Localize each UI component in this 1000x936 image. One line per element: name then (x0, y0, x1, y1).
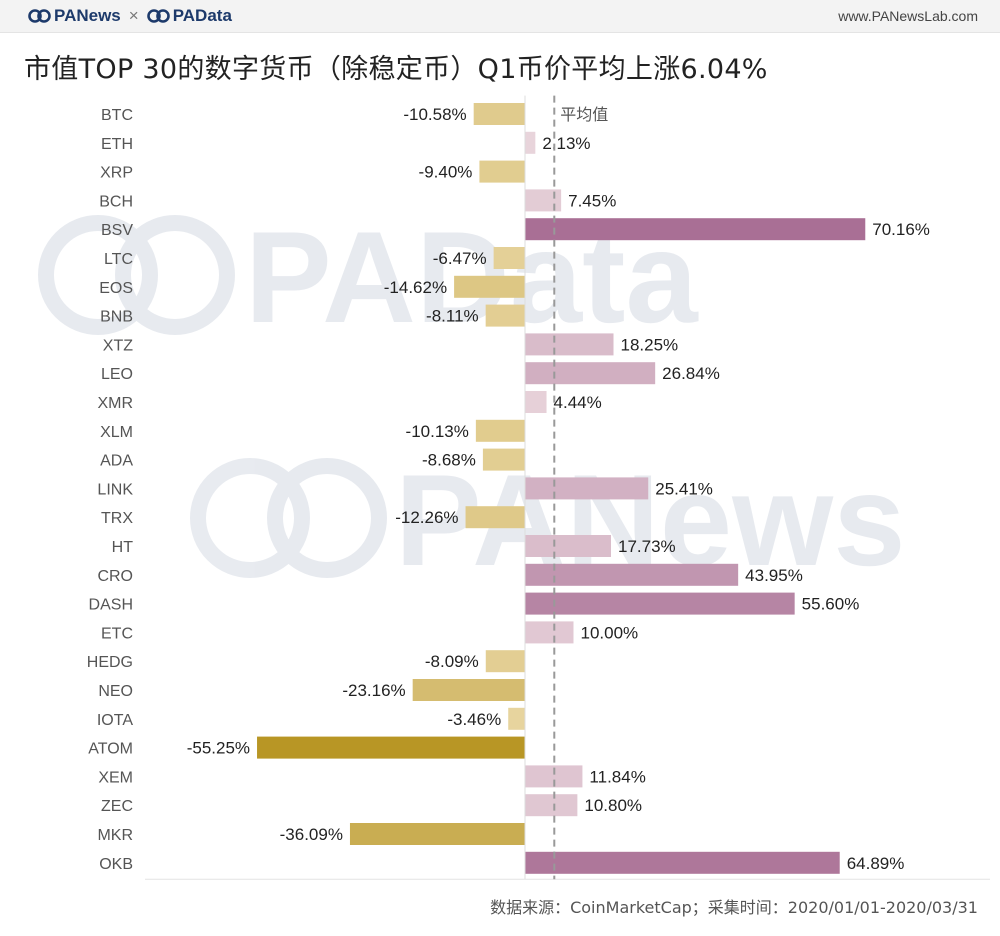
bar-neo (412, 679, 525, 701)
category-label-atom: ATOM (88, 741, 133, 758)
value-label-iota: -3.46% (447, 710, 501, 729)
category-label-dash: DASH (89, 597, 133, 614)
value-label-okb: 64.89% (847, 854, 905, 873)
bar-bnb (485, 304, 525, 327)
value-label-bsv: 70.16% (872, 220, 930, 239)
bar-eos (454, 275, 525, 298)
category-label-leo: LEO (101, 366, 133, 383)
category-label-btc: BTC (101, 107, 133, 124)
bar-bch (525, 189, 562, 212)
bar-btc (473, 103, 525, 125)
category-label-ltc: LTC (104, 251, 133, 268)
bar-eth (525, 131, 536, 154)
value-label-ltc: -6.47% (433, 249, 487, 268)
value-label-ht: 17.73% (618, 537, 676, 556)
value-label-ada: -8.68% (422, 451, 476, 470)
bar-dash (525, 592, 795, 615)
category-label-xmr: XMR (97, 395, 133, 412)
category-label-etc: ETC (101, 625, 133, 642)
category-label-cro: CRO (97, 568, 133, 585)
category-label-link: LINK (97, 481, 133, 498)
value-label-xlm: -10.13% (406, 422, 469, 441)
header-bar: PANews × PAData www.PANewsLab.com (0, 0, 1000, 33)
bar-bsv (525, 218, 866, 241)
brand-panews: PANews (54, 6, 121, 25)
bar-okb (525, 851, 840, 874)
bar-ht (525, 535, 611, 557)
category-label-xem: XEM (98, 769, 133, 786)
bar-cro (525, 563, 739, 586)
category-label-bnb: BNB (100, 309, 133, 326)
category-label-bch: BCH (99, 193, 133, 210)
bar-xtz (525, 333, 614, 356)
category-label-trx: TRX (101, 510, 133, 527)
bar-iota (508, 707, 525, 730)
value-label-zec: 10.80% (584, 796, 642, 815)
value-label-atom: -55.25% (187, 739, 250, 758)
value-label-etc: 10.00% (581, 623, 639, 642)
category-label-xtz: XTZ (103, 337, 133, 354)
value-label-link: 25.41% (655, 479, 713, 498)
source-note: 数据来源：CoinMarketCap；采集时间：2020/01/01-2020/… (490, 898, 978, 917)
category-label-zec: ZEC (101, 798, 133, 815)
brand-padata: PAData (172, 6, 232, 25)
value-label-dash: 55.60% (802, 595, 860, 614)
bar-xmr (525, 391, 547, 413)
brand-logos: PANews × PAData (28, 6, 232, 26)
value-label-leo: 26.84% (662, 364, 720, 383)
value-label-xrp: -9.40% (419, 163, 473, 182)
category-label-iota: IOTA (97, 712, 133, 729)
padata-logo-icon (146, 9, 170, 23)
bar-mkr (349, 823, 525, 845)
brand-separator: × (128, 6, 139, 25)
average-label: 平均值 (560, 105, 608, 124)
bar-hedg (485, 650, 525, 673)
site-url: www.PANewsLab.com (838, 8, 978, 24)
bar-xrp (479, 160, 525, 183)
value-label-cro: 43.95% (745, 566, 803, 585)
value-label-bch: 7.45% (568, 191, 616, 210)
value-label-hedg: -8.09% (425, 652, 479, 671)
category-label-eos: EOS (99, 280, 133, 297)
value-label-trx: -12.26% (395, 508, 458, 527)
category-label-xrp: XRP (100, 165, 133, 182)
bar-xlm (475, 419, 525, 442)
value-label-eth: 2.13% (542, 134, 590, 153)
category-labels: BTC ETH XRP BCH BSV LTC EOS BNB XTZ LEO XMR XLM ADA L… (87, 107, 134, 873)
bar-ltc (493, 247, 525, 269)
bar-xem (525, 765, 583, 788)
bar-zec (525, 794, 578, 817)
value-label-xtz: 18.25% (621, 335, 679, 354)
category-label-xlm: XLM (100, 424, 133, 441)
bar-ada (482, 448, 525, 471)
bar-link (525, 477, 649, 500)
chart-title: 市值TOP 30的数字货币（除稳定币）Q1币价平均上涨6.04% (24, 54, 768, 85)
bar-trx (465, 506, 525, 529)
category-label-ada: ADA (100, 453, 133, 470)
value-label-neo: -23.16% (342, 681, 405, 700)
bars-group (257, 103, 866, 874)
category-label-hedg: HEDG (87, 654, 133, 671)
category-label-ht: HT (112, 539, 134, 556)
value-label-xmr: 4.44% (554, 393, 602, 412)
value-label-xem: 11.84% (589, 767, 645, 786)
category-label-bsv: BSV (101, 222, 133, 239)
value-label-eos: -14.62% (384, 278, 447, 297)
value-label-btc: -10.58% (403, 105, 466, 124)
value-label-mkr: -36.09% (280, 825, 343, 844)
value-label-bnb: -8.11% (426, 307, 479, 326)
bar-atom (257, 736, 525, 759)
bar-etc (525, 621, 574, 644)
category-label-okb: OKB (99, 856, 133, 873)
category-label-eth: ETH (101, 136, 133, 153)
category-label-neo: NEO (98, 683, 133, 700)
bar-leo (525, 362, 656, 385)
category-label-mkr: MKR (97, 827, 133, 844)
panews-logo-icon (28, 9, 51, 23)
